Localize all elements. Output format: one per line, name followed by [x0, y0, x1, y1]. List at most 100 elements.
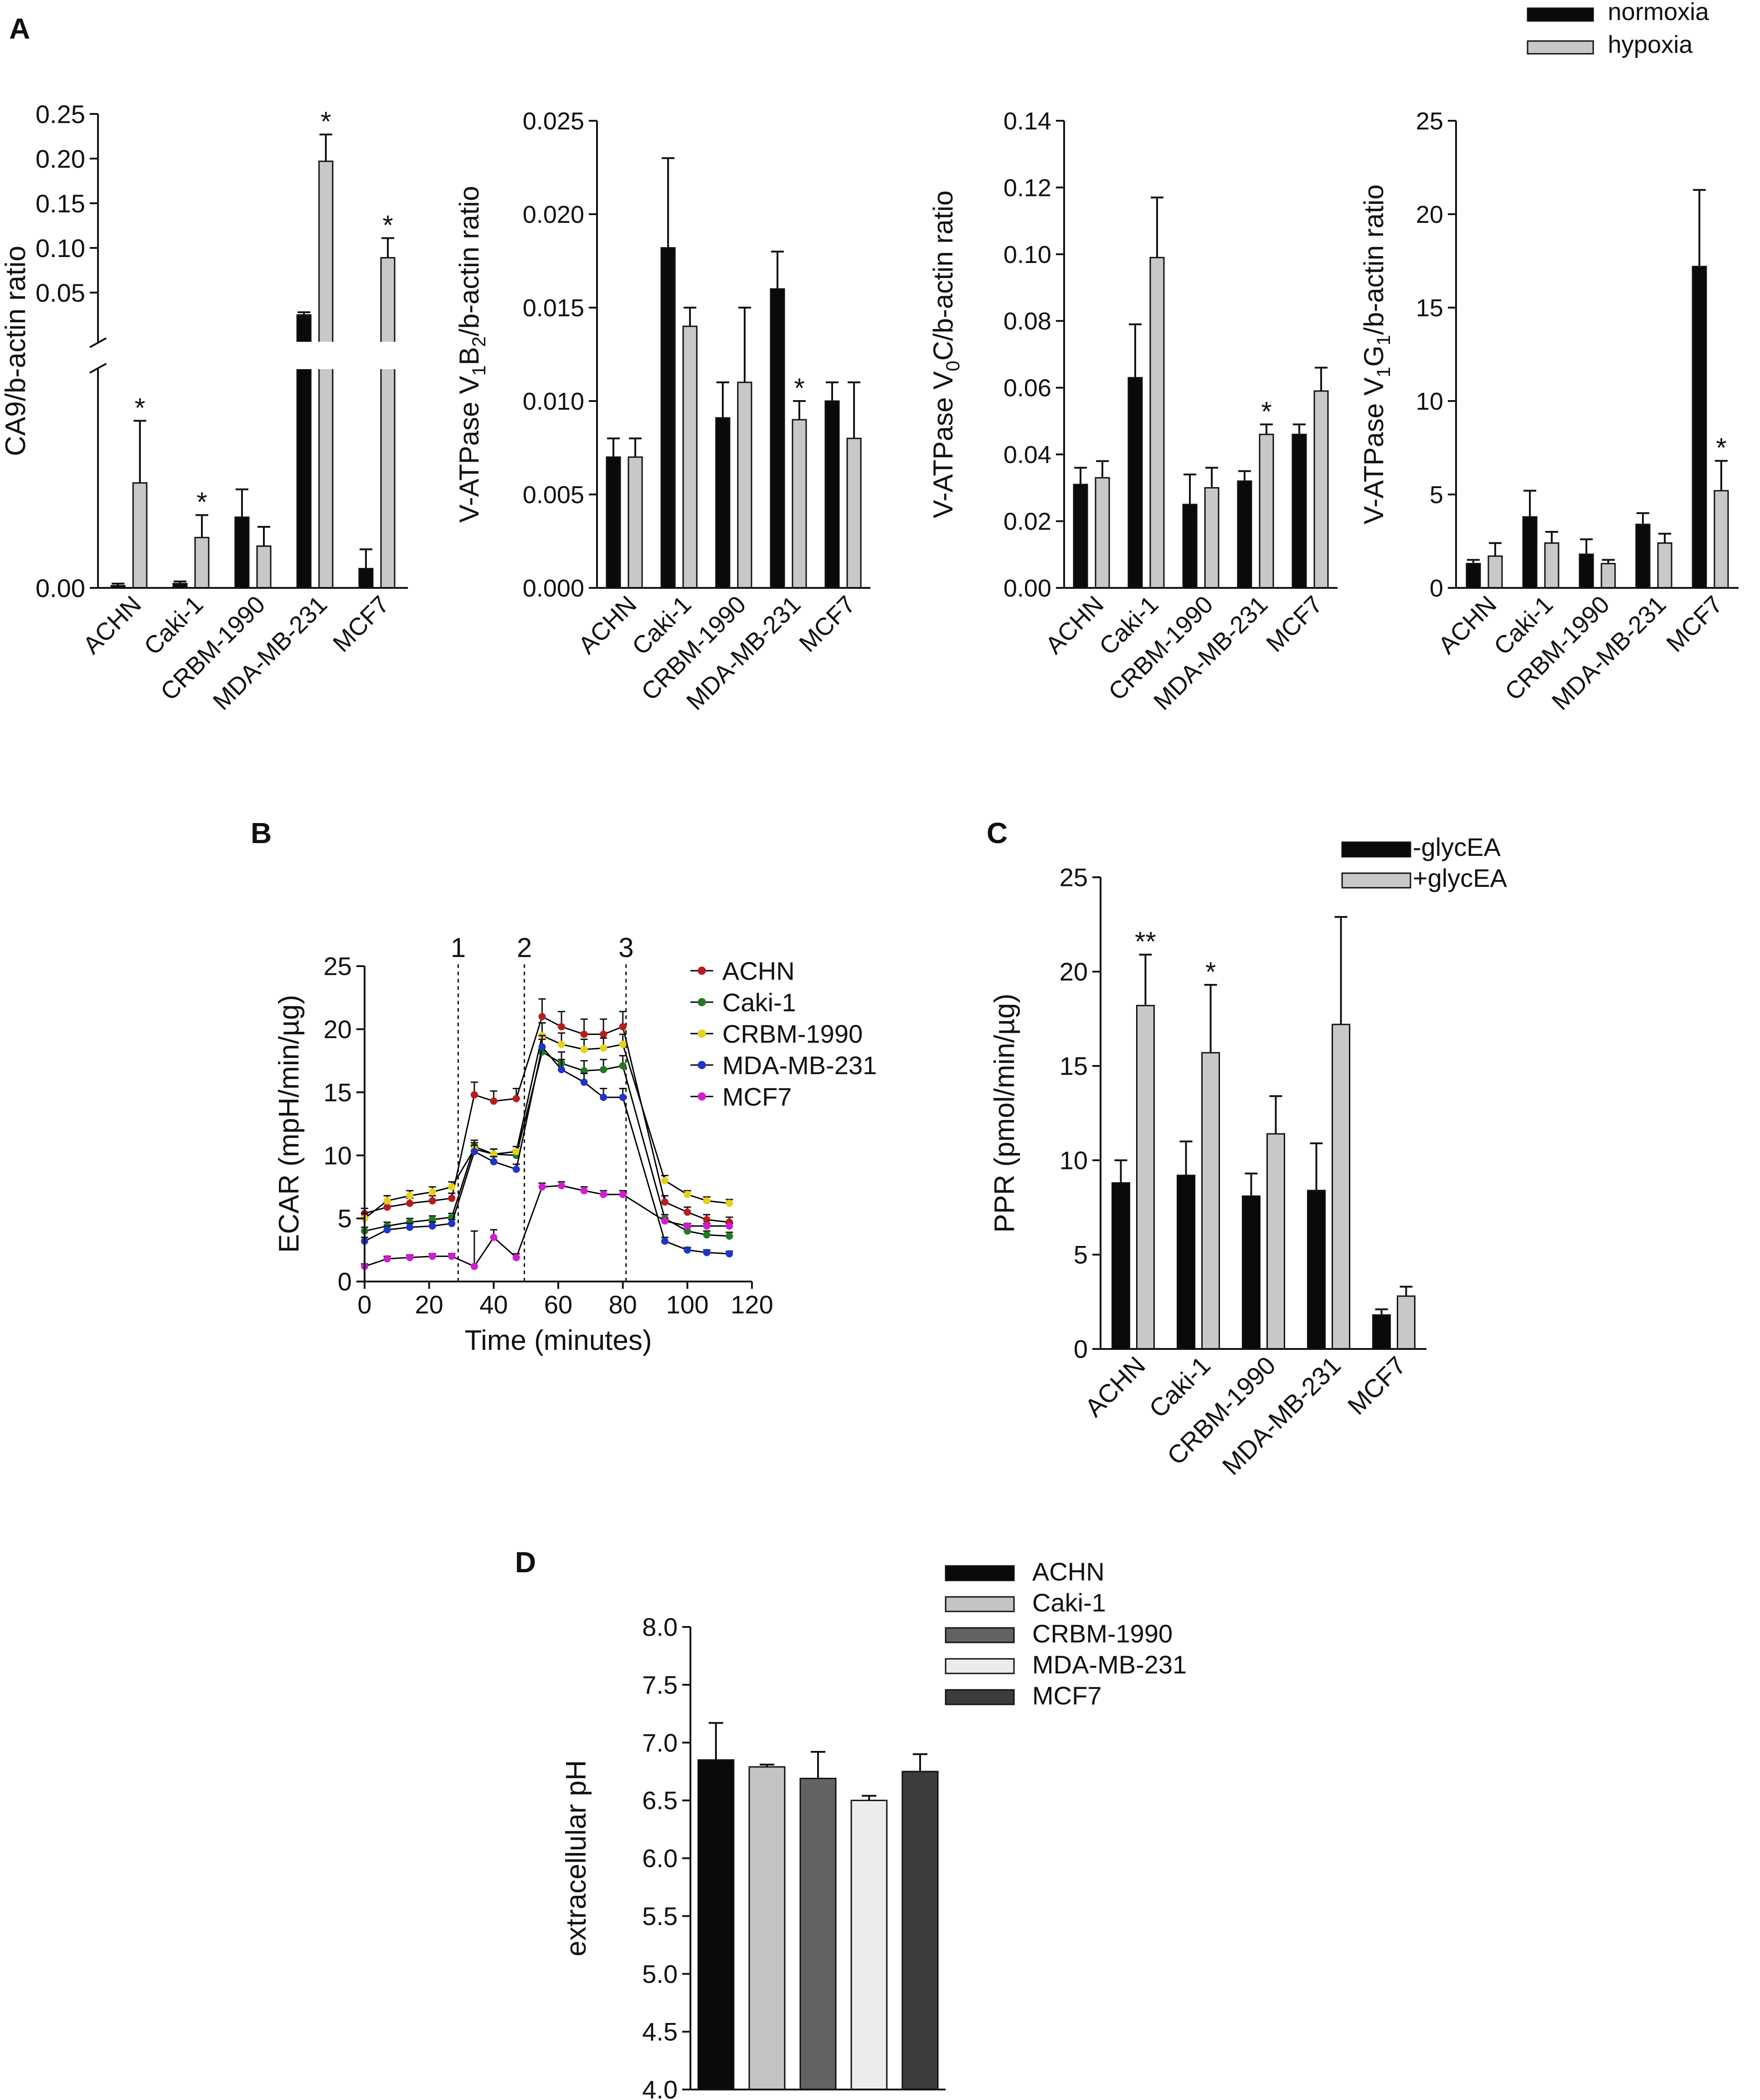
bar-hypoxia-MDA-MB-231 — [792, 419, 807, 589]
y-axis-label: ECAR (mpH/min/µg) — [273, 995, 305, 1253]
point-MDA-MB-231 — [558, 1065, 566, 1073]
y-axis-label-part: 2 — [468, 336, 489, 347]
bar-hypoxia-Caki-1 — [1544, 542, 1559, 589]
axis-ytick-label: 6.5 — [642, 1786, 678, 1815]
axis-ytick-label: 5 — [1430, 481, 1443, 509]
legend-label: MDA-MB-231 — [722, 1051, 877, 1080]
legend-label: ACHN — [1032, 1557, 1105, 1586]
legend-label: ACHN — [722, 957, 795, 985]
point-MDA-MB-231 — [661, 1237, 669, 1245]
point-Caki-1 — [619, 1062, 627, 1070]
chart-a3-v0c: *0.000.020.040.060.080.100.120.14ACHNCak… — [928, 108, 1338, 715]
chart-d-ph: 4.0 4.5 5.0 5.5 6.0 6.5 7.0 7.5 8.0 extracellular… — [561, 1557, 1187, 2100]
legend-label: CRBM-1990 — [1032, 1619, 1173, 1648]
point-MCF7 — [619, 1191, 627, 1199]
legend-label: Caki-1 — [1032, 1588, 1106, 1617]
significance-star: * — [320, 106, 331, 137]
legend-marker-MCF7 — [698, 1092, 706, 1101]
bar-hypoxia-MCF7 — [380, 257, 396, 589]
point-CRBM-1990 — [558, 1040, 566, 1048]
y-axis-label-part: 0 — [942, 360, 963, 371]
point-Caki-1 — [684, 1227, 691, 1235]
bar-+glycEA-Caki-1 — [1201, 1052, 1220, 1350]
axis-ytick-label: 0.20 — [36, 144, 85, 173]
axis-ytick-label: 5 — [338, 1204, 352, 1233]
axis-category-label: MCF7 — [1342, 1351, 1411, 1420]
axis-xtick-label: 20 — [415, 1290, 443, 1319]
series-line-MCF7 — [364, 1185, 730, 1267]
bar-hypoxia-CRBM-1990 — [1600, 563, 1616, 589]
bar-hypoxia-MCF7 — [1313, 390, 1329, 589]
axis-ytick-label: 0.05 — [36, 278, 85, 307]
y-axis-label: extracellular pH — [561, 1760, 592, 1956]
point-CRBM-1990 — [703, 1197, 710, 1204]
axis-category-label: ACHN — [78, 591, 147, 659]
bar-Caki-1 — [748, 1766, 786, 2090]
axis-ytick-label: 0.000 — [523, 575, 584, 602]
axis-ytick-label: 0 — [1074, 1335, 1088, 1364]
bar-CRBM-1990 — [799, 1777, 837, 2090]
point-ACHN — [703, 1216, 710, 1224]
point-ACHN — [470, 1091, 478, 1099]
point-MDA-MB-231 — [703, 1249, 710, 1256]
point-CRBM-1990 — [600, 1044, 607, 1052]
legend-marker-Caki-1 — [698, 998, 706, 1006]
axis-ytick-label: 0.04 — [1004, 441, 1051, 468]
point-MDA-MB-231 — [406, 1223, 414, 1231]
injection-marker-label: 3 — [618, 932, 633, 963]
point-Caki-1 — [580, 1067, 588, 1075]
bar-normoxia-MDA-MB-231 — [1635, 524, 1651, 589]
point-MDA-MB-231 — [428, 1222, 436, 1230]
point-MCF7 — [558, 1182, 566, 1189]
legend-swatch-normoxia — [1527, 7, 1594, 22]
axis-ytick-label: 5.0 — [642, 1960, 678, 1988]
bar-normoxia-CRBM-1990 — [1182, 504, 1198, 589]
axis-ytick-label: 20 — [324, 1015, 352, 1044]
axis-category-label: MCF7 — [794, 591, 860, 657]
y-axis-label: CA9/b-actin ratio — [0, 246, 31, 456]
axis-ytick-label: 0.12 — [1004, 174, 1051, 201]
axis-ytick-label: 10 — [1060, 1146, 1088, 1175]
point-MDA-MB-231 — [726, 1250, 733, 1258]
point-ACHN — [558, 1023, 566, 1030]
y-axis-label-part: 1 — [468, 365, 489, 376]
x-axis-label: Time (minutes) — [464, 1325, 652, 1356]
bar-hypoxia-ACHN — [628, 456, 643, 589]
point-MDA-MB-231 — [538, 1043, 546, 1051]
y-axis-label-part: V-ATPase V — [454, 376, 484, 523]
series-line-ACHN — [364, 1015, 730, 1223]
point-MDA-MB-231 — [684, 1246, 691, 1254]
point-MDA-MB-231 — [448, 1220, 456, 1227]
axis-xtick-label: 80 — [609, 1290, 637, 1319]
point-Caki-1 — [600, 1065, 607, 1073]
axis-ytick-label: 0.00 — [1004, 575, 1051, 602]
y-axis-label-part: /b-actin ratio — [454, 186, 484, 336]
axis-xtick-label: 60 — [544, 1290, 572, 1319]
point-MDA-MB-231 — [383, 1226, 391, 1234]
legend-label: CRBM-1990 — [722, 1019, 863, 1048]
point-Caki-1 — [726, 1232, 733, 1240]
point-MCF7 — [383, 1255, 391, 1263]
axis-ytick-label: 0.25 — [36, 100, 85, 129]
panel-label-c: C — [987, 817, 1008, 849]
point-CRBM-1990 — [448, 1183, 456, 1191]
point-Caki-1 — [703, 1231, 710, 1239]
bar-normoxia-ACHN — [1466, 563, 1481, 589]
bar-hypoxia-ACHN — [1095, 477, 1110, 589]
bar-normoxia-ACHN — [606, 456, 621, 589]
axis-ytick-label: 8.0 — [642, 1613, 678, 1642]
bar-normoxia-Caki-1 — [1522, 516, 1538, 589]
axis-ytick-label: 25 — [1416, 108, 1443, 135]
bar-normoxia-Caki-1 — [660, 247, 676, 589]
legend-swatch-MCF7 — [945, 1689, 1015, 1705]
legend-swatch-MDA-MB-231 — [945, 1658, 1015, 1674]
injection-marker-label: 1 — [451, 932, 466, 963]
point-CRBM-1990 — [661, 1177, 669, 1184]
significance-star: * — [1261, 396, 1271, 427]
point-ACHN — [512, 1095, 520, 1102]
point-MCF7 — [406, 1254, 414, 1261]
point-ACHN — [383, 1203, 391, 1211]
axis-ytick-label: 15 — [1060, 1052, 1088, 1081]
chart-b-ecar: 1 2 3 0 20 40 60 80 100 120 0 5 10 15 20 25 Time (minute… — [273, 932, 877, 1356]
bar-normoxia-MCF7 — [1692, 266, 1707, 589]
